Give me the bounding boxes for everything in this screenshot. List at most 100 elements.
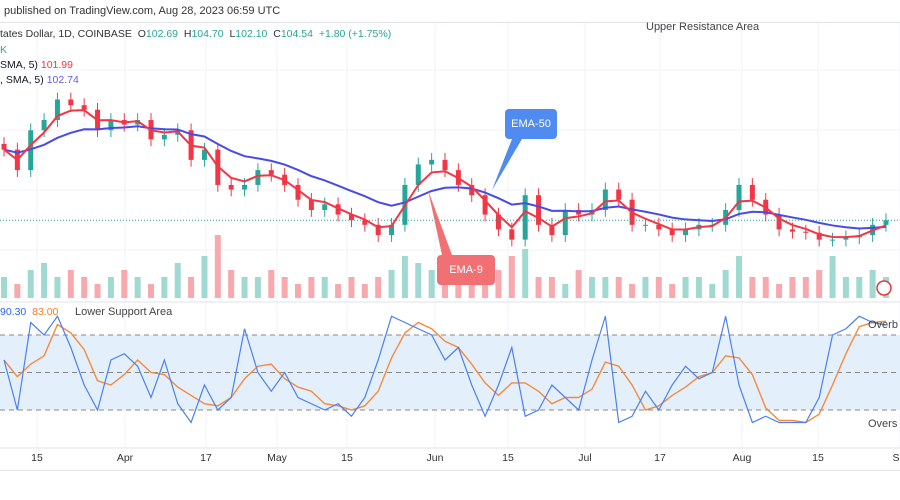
volume-bar [615, 277, 622, 298]
ema50-line [3, 125, 887, 230]
candle-body [389, 224, 395, 236]
volume-bar [442, 277, 448, 298]
candle-body [68, 99, 74, 106]
volume-bar [295, 284, 301, 298]
ema9-legend[interactable]: SMA, 5) 101.99 [0, 59, 73, 71]
volume-bar [776, 284, 783, 298]
volume-bar [802, 277, 809, 298]
candle-body [683, 229, 689, 236]
x-tick-label: 15 [812, 452, 824, 464]
candle-body [495, 214, 501, 230]
volume-bar [415, 263, 422, 298]
candle-body [415, 164, 421, 185]
open-label: O [137, 28, 146, 40]
candle-body [442, 159, 448, 171]
volume-bar [629, 284, 636, 298]
stoch-k-line [3, 315, 887, 424]
volume-bar [695, 277, 702, 298]
candle-body [255, 170, 261, 185]
candle-body [883, 220, 889, 225]
volume-bar [121, 270, 128, 298]
oversold-label: Overs [868, 418, 898, 430]
volume-bar [254, 277, 261, 298]
x-tick-label: 15 [502, 452, 514, 464]
footer-divider [0, 470, 900, 471]
candle-body [268, 170, 274, 175]
candle-body [642, 224, 648, 226]
volume-bar [522, 249, 529, 298]
volume-bar [642, 277, 649, 298]
volume-bar [321, 277, 328, 298]
high-value: 104.70 [191, 28, 224, 40]
volume-bar [495, 270, 502, 298]
x-tick-label: May [267, 452, 287, 464]
ema9-callout: EMA-9 [437, 255, 495, 285]
volume-bar [856, 277, 863, 298]
ema50-legend-label: , SMA, 5) [0, 74, 44, 86]
candle-body [322, 204, 328, 210]
x-tick-label: 17 [200, 452, 212, 464]
volume-bar [161, 277, 168, 298]
volume-bar [14, 284, 21, 298]
volume-bar [348, 277, 355, 298]
candle-body [830, 239, 836, 241]
x-tick-label: 17 [654, 452, 666, 464]
volume-bar [548, 277, 555, 298]
volume-bar [361, 284, 368, 298]
volume-bar [388, 270, 395, 298]
ema50-legend[interactable]: , SMA, 5) 102.74 [0, 74, 79, 86]
volume-bar [682, 277, 689, 298]
volume-bar [589, 277, 595, 298]
volume-bar [428, 270, 435, 298]
x-tick-label: 15 [31, 452, 43, 464]
lower-support-label: Lower Support Area [75, 306, 173, 318]
volume-bar [228, 270, 235, 298]
ema9-legend-label: SMA, 5) [0, 59, 38, 71]
symbol-name: tates Dollar, 1D, COINBASE [0, 28, 132, 40]
candle-body [616, 189, 622, 200]
low-label: L [229, 28, 236, 40]
candle-body [228, 184, 234, 190]
volume-bar [281, 277, 288, 298]
price-chart[interactable] [0, 0, 900, 470]
volume-bar [27, 270, 34, 298]
candle-body [602, 189, 608, 210]
candle-body [1, 143, 7, 150]
ema50-callout-pointer [492, 139, 522, 190]
volume-bar [789, 277, 796, 298]
candle-body [656, 224, 662, 230]
candle-body [54, 99, 60, 120]
volume-bar [268, 270, 275, 298]
volume-bar [829, 256, 836, 298]
volume-bar [148, 284, 154, 298]
volume-bar [508, 256, 515, 298]
volume-bar [174, 263, 181, 298]
volume-bar [107, 277, 114, 298]
volume-bar [188, 277, 195, 298]
candle-body [41, 120, 47, 131]
volume-bar [669, 284, 676, 298]
published-caption: published on TradingView.com, Aug 28, 20… [4, 5, 281, 17]
volume-bar [308, 277, 315, 298]
upper-resistance-label: Upper Resistance Area [646, 21, 760, 33]
ema50-callout: EMA-50 [505, 109, 557, 139]
candle-body [669, 229, 675, 236]
volume-bar [562, 284, 569, 298]
candle-body [736, 184, 742, 210]
candle-body [362, 220, 368, 225]
candle-body [522, 195, 528, 240]
us-flag-icon [876, 280, 892, 296]
candle-body [469, 184, 475, 196]
low-value: 102.10 [235, 28, 268, 40]
symbol-legend: tates Dollar, 1D, COINBASE O102.69 H104.… [0, 28, 391, 40]
candle-body [776, 214, 782, 230]
volume-bar [869, 270, 876, 298]
legend-marker: K [0, 44, 8, 56]
stoch-d-line [3, 320, 887, 424]
volume-bar [722, 270, 729, 298]
candle-body [295, 184, 301, 200]
stoch-legend: 90.30 83.00 [0, 306, 58, 318]
volume-bar [81, 277, 88, 298]
volume-bar [401, 256, 408, 298]
candle-body [429, 159, 435, 165]
